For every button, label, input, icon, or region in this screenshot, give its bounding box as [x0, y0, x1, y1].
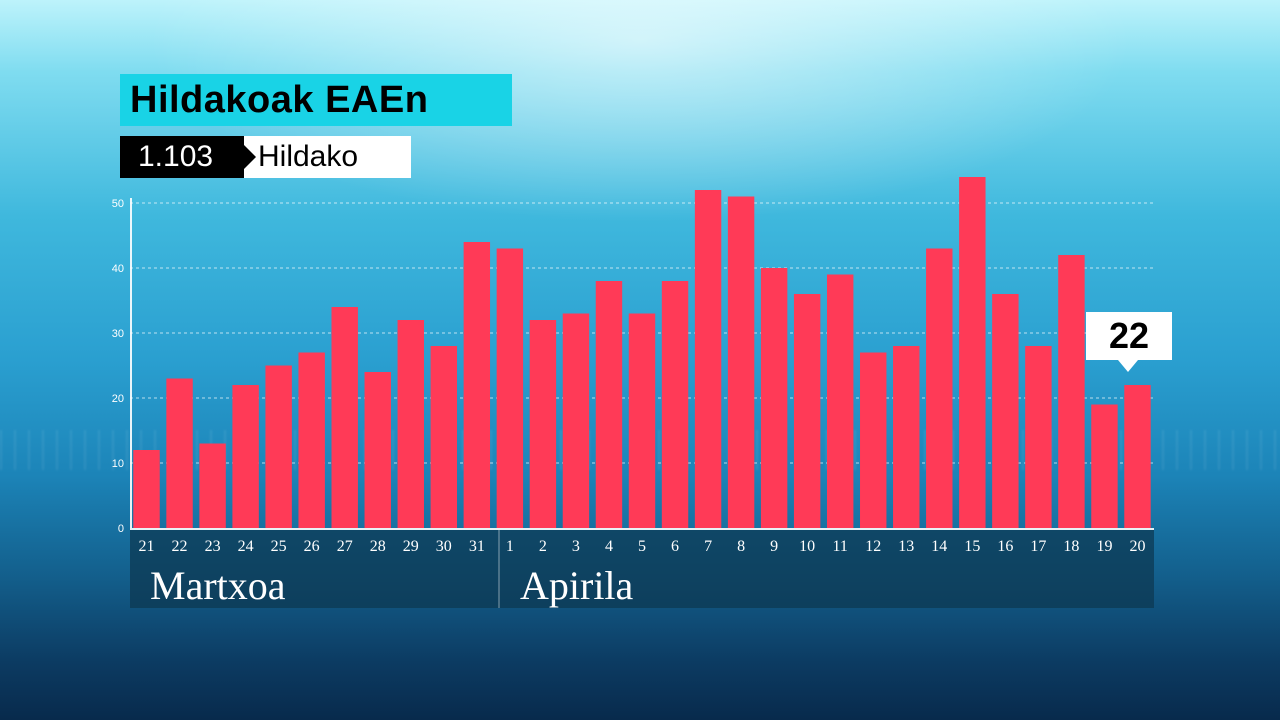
bar-14: [926, 248, 953, 528]
bar-26: [298, 352, 325, 528]
x-tick-label: 25: [271, 538, 287, 555]
bar-10: [793, 294, 821, 528]
x-tick-label: 11: [832, 538, 847, 555]
bar-29: [397, 320, 424, 528]
x-tick-label: 21: [139, 538, 155, 555]
y-tick-label: 40: [112, 263, 124, 275]
y-tick-label: 30: [112, 328, 124, 340]
x-tick-label: 30: [436, 538, 452, 555]
x-tick-label: 10: [799, 538, 815, 555]
x-tick-label: 9: [770, 538, 778, 555]
bar-31: [463, 242, 491, 528]
x-tick-label: 6: [671, 538, 679, 555]
x-tick-label: 2: [539, 538, 547, 555]
bar-2: [529, 320, 557, 528]
x-tick-label: 3: [572, 538, 580, 555]
x-tick-label: 8: [737, 538, 745, 555]
x-tick-label: 22: [172, 538, 188, 555]
x-tick-label: 28: [370, 538, 386, 555]
month-divider: [498, 530, 500, 608]
x-tick-label: 18: [1063, 538, 1079, 555]
bar-30: [430, 346, 458, 528]
bar-25: [265, 365, 292, 528]
bar-6: [661, 281, 689, 528]
month-label-april: Apirila: [520, 563, 634, 608]
bar-9: [760, 268, 788, 528]
bar-4: [595, 281, 623, 528]
x-tick-label: 14: [931, 538, 947, 555]
x-tick-label: 15: [964, 538, 980, 555]
total-count-label: Hildako: [244, 136, 411, 178]
bar-18: [1058, 255, 1085, 528]
x-tick-label: 27: [337, 538, 353, 555]
bar-8: [727, 196, 755, 528]
bar-28: [364, 372, 391, 528]
y-tick-label: 20: [112, 393, 124, 405]
bar-15: [959, 177, 986, 528]
x-tick-label: 20: [1129, 538, 1145, 555]
total-count-badge: 1.103 Hildako: [120, 136, 411, 178]
bar-1: [496, 248, 524, 528]
x-tick-label: 24: [238, 538, 254, 555]
x-tick-label: 26: [304, 538, 320, 555]
bar-12: [860, 352, 887, 528]
y-tick-label: 50: [112, 198, 124, 210]
bar-27: [331, 307, 358, 528]
y-tick-label: 0: [118, 523, 124, 535]
x-tick-label: 7: [704, 538, 712, 555]
y-tick-label: 10: [112, 458, 124, 470]
x-tick-label: 12: [865, 538, 881, 555]
bar-5: [628, 313, 656, 528]
chart-y-ticks: 0 10 20 30 40 50: [112, 198, 124, 535]
month-band: [130, 530, 1154, 608]
bar-19: [1091, 404, 1118, 528]
bar-23: [199, 443, 226, 528]
bar-17: [1025, 346, 1052, 528]
chart-x-ticks: 21 22 23 24 25 26 27 28 29 30 31 1 2 3 4 5 6 7 8 9 10 11 12 13 1…: [139, 538, 1146, 555]
x-tick-label: 23: [205, 538, 221, 555]
chart-title: Hildakoak EAEn: [130, 78, 429, 121]
bar-7: [694, 190, 722, 528]
bar-13: [893, 346, 920, 528]
x-tick-label: 5: [638, 538, 646, 555]
x-tick-label: 13: [898, 538, 914, 555]
bar-22: [166, 378, 193, 528]
x-tick-label: 1: [506, 538, 514, 555]
x-tick-label: 29: [403, 538, 419, 555]
month-label-march: Martxoa: [150, 563, 286, 608]
chart-title-box: Hildakoak EAEn: [120, 74, 512, 126]
x-tick-label: 17: [1030, 538, 1046, 555]
chart-bars: [133, 177, 1151, 528]
bar-24: [232, 385, 259, 528]
bar-16: [992, 294, 1019, 528]
x-tick-label: 19: [1096, 538, 1112, 555]
bar-21: [133, 450, 160, 528]
x-tick-label: 16: [997, 538, 1013, 555]
bar-3: [562, 313, 590, 528]
total-count-value: 1.103: [120, 136, 256, 178]
x-tick-label: 31: [469, 538, 485, 555]
x-tick-label: 4: [605, 538, 613, 555]
bar-11: [826, 274, 854, 528]
bar-20: [1124, 385, 1151, 528]
last-value-callout: 22: [1086, 312, 1172, 372]
